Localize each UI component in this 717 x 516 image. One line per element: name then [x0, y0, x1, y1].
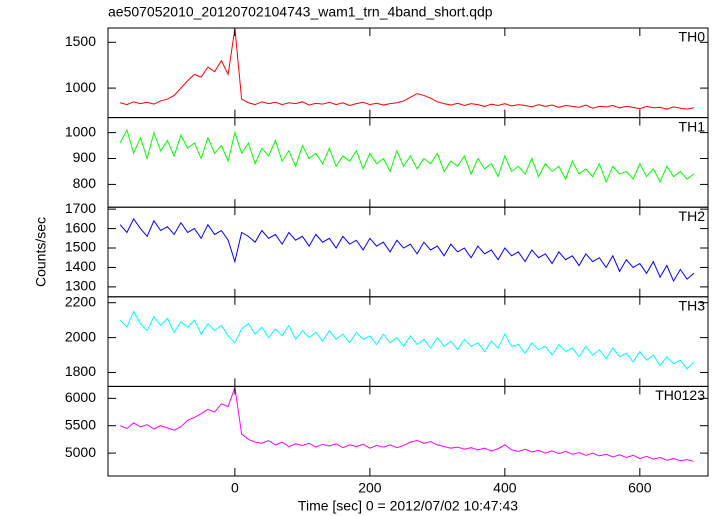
panel-frame	[107, 27, 709, 119]
y-tick-label: 1500	[65, 239, 96, 255]
y-tick-label: 800	[73, 175, 97, 191]
y-tick-label: 1400	[65, 258, 96, 274]
data-line	[119, 128, 695, 184]
data-line	[119, 217, 695, 283]
panel-label: TH1	[679, 118, 706, 134]
y-tick-label: 5500	[65, 416, 96, 432]
y-tick-label: 2200	[65, 293, 96, 309]
x-tick-label: 600	[628, 480, 652, 496]
y-tick-label: 1500	[65, 33, 96, 49]
panel-label: TH0	[679, 29, 706, 45]
y-tick-label: 5000	[65, 444, 96, 460]
y-tick-label: 1600	[65, 219, 96, 235]
x-tick-label: 200	[358, 480, 382, 496]
panel-frame	[107, 117, 709, 208]
panel-frame	[107, 296, 709, 387]
panel-frame	[107, 385, 709, 477]
chart-title: ae507052010_20120702104743_wam1_trn_4ban…	[108, 4, 493, 20]
y-tick-label: 1700	[65, 200, 96, 216]
y-axis-label: Counts/sec	[33, 217, 49, 287]
y-tick-label: 1000	[65, 79, 96, 95]
x-axis-label: Time [sec] 0 = 2012/07/02 10:47:43	[298, 498, 518, 514]
panel-label: TH3	[679, 298, 706, 314]
data-line	[119, 387, 694, 462]
panel-label: TH0123	[655, 387, 705, 403]
y-tick-label: 1000	[65, 123, 96, 139]
x-tick-label: 0	[231, 480, 239, 496]
panel-label: TH2	[679, 208, 706, 224]
panel-frame	[107, 206, 709, 298]
y-tick-label: 1800	[65, 363, 96, 379]
data-line	[120, 28, 694, 110]
data-line	[119, 310, 695, 370]
y-tick-label: 6000	[65, 389, 96, 405]
y-tick-label: 2000	[65, 328, 96, 344]
y-tick-label: 900	[73, 149, 97, 165]
x-tick-label: 400	[493, 480, 517, 496]
y-tick-label: 1300	[65, 278, 96, 294]
